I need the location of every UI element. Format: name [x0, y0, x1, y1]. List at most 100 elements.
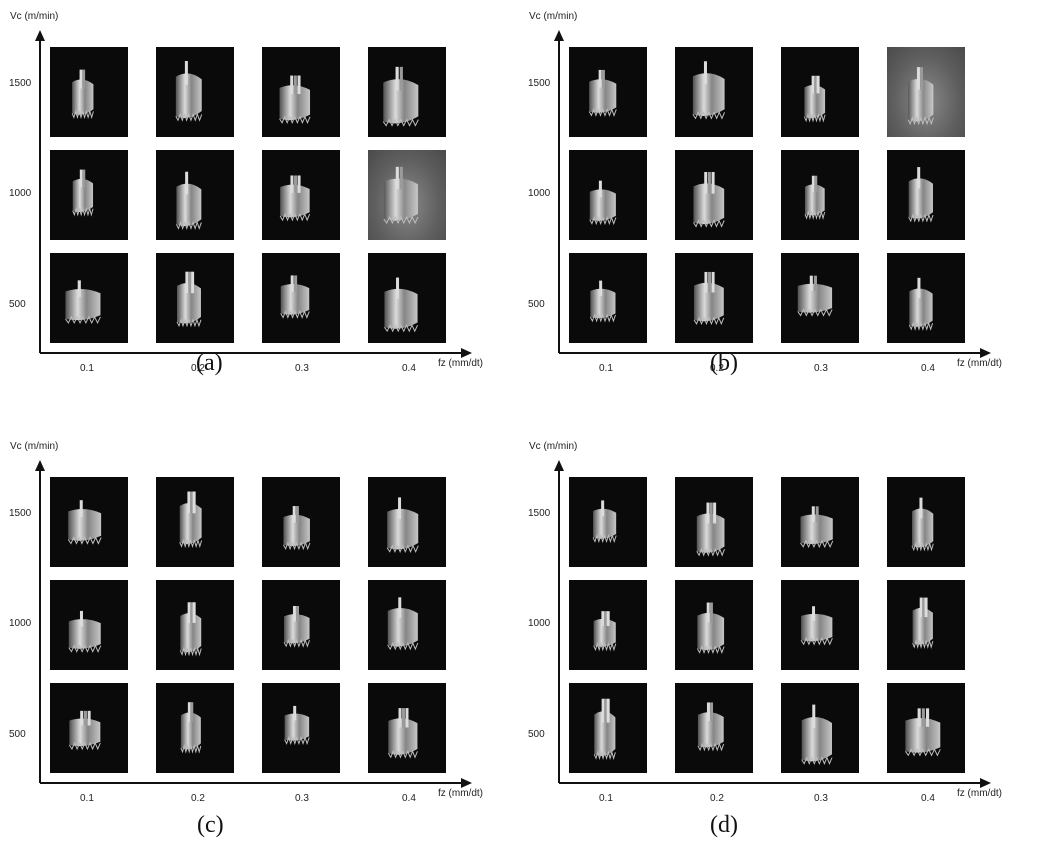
y-tick-label: 1500 [528, 78, 551, 89]
y-tick-label: 1000 [528, 188, 551, 199]
chip-shape [283, 506, 311, 551]
x-tick-label: 0.1 [599, 363, 613, 374]
chip-photo [569, 477, 647, 567]
y-tick-label: 500 [528, 299, 545, 310]
chip-shape [593, 611, 617, 652]
figure-panel: Vc (m/min) fz (mm/dt) 1500 1000 500 0.1 0.2 0.3… [0, 0, 519, 430]
chip-photo [569, 150, 647, 240]
chip-photo [781, 150, 859, 240]
chip-shape [67, 500, 102, 545]
chip-photo [156, 47, 234, 137]
chip-photo [368, 683, 446, 773]
chip-shape [589, 180, 617, 226]
figure-panel: Vc (m/min) fz (mm/dt) 1500 1000 500 0.1 0.2 0.3… [519, 0, 1038, 430]
chip-shape [592, 500, 617, 544]
x-tick-label: 0.1 [80, 363, 94, 374]
chip-photo [887, 477, 965, 567]
chip-shape [383, 166, 419, 225]
chip-shape [904, 708, 941, 757]
chip-shape [907, 67, 934, 126]
panel-caption: (c) [197, 812, 224, 838]
x-tick-label: 0.1 [80, 793, 94, 804]
chip-shape [696, 502, 725, 557]
y-axis-title: Vc (m/min) [529, 11, 578, 22]
chip-photo [262, 253, 340, 343]
chip-shape [68, 610, 102, 653]
chip-photo [887, 253, 965, 343]
chip-photo [569, 580, 647, 670]
chip-photo [262, 683, 340, 773]
x-tick-label: 0.3 [814, 793, 828, 804]
x-axis-arrow [980, 348, 991, 358]
chip-shape [179, 602, 202, 657]
chip-shape [284, 705, 310, 746]
chip-shape [279, 75, 311, 125]
chip-photo [781, 477, 859, 567]
chip-shape [697, 702, 725, 752]
chip-photo [569, 253, 647, 343]
chip-shape [800, 606, 833, 646]
chip-shape [911, 497, 934, 552]
y-axis-arrow [35, 30, 45, 41]
chip-shape [804, 175, 826, 221]
chip-photo [156, 683, 234, 773]
chip-photo [887, 580, 965, 670]
chip-photo [368, 150, 446, 240]
chip-shape [800, 506, 834, 549]
chip-shape [696, 602, 725, 655]
chip-shape [279, 175, 311, 222]
chip-photo [156, 477, 234, 567]
chip-shape [72, 169, 94, 217]
chip-shape [387, 708, 418, 759]
chip-photo [781, 47, 859, 137]
chip-photo [675, 477, 753, 567]
chip-shape [68, 710, 101, 751]
chip-shape [589, 280, 616, 323]
chip-photo [50, 580, 128, 670]
chip-photo [156, 580, 234, 670]
panel-caption: (b) [710, 350, 738, 376]
y-tick-label: 1000 [528, 618, 551, 629]
panel-axes [35, 30, 472, 358]
y-tick-label: 1500 [9, 508, 32, 519]
chip-photo [887, 47, 965, 137]
chip-photo [50, 683, 128, 773]
chip-photo [675, 253, 753, 343]
chip-shape [175, 171, 202, 230]
chip-photo [781, 580, 859, 670]
chip-shape [693, 271, 725, 326]
chip-photo [50, 47, 128, 137]
chip-shape [280, 275, 310, 319]
x-axis-arrow [461, 778, 472, 788]
chip-photo [156, 253, 234, 343]
y-axis-title: Vc (m/min) [10, 11, 59, 22]
panel-axes [554, 30, 991, 358]
y-tick-label: 1500 [528, 508, 551, 519]
chip-photo [781, 253, 859, 343]
chip-shape [588, 69, 617, 117]
x-tick-label: 0.4 [402, 793, 416, 804]
chip-shape [593, 698, 616, 761]
x-tick-label: 0.4 [921, 363, 935, 374]
x-axis-arrow [461, 348, 472, 358]
x-tick-label: 0.4 [402, 363, 416, 374]
chip-photo [262, 47, 340, 137]
chip-photo [368, 47, 446, 137]
figure-panel: Vc (m/min) fz (mm/dt) 1500 1000 500 0.1 0.2 0.3… [519, 430, 1038, 860]
x-tick-label: 0.2 [191, 363, 205, 374]
chip-photo [262, 477, 340, 567]
chip-shape [801, 704, 833, 765]
chip-photo [50, 253, 128, 343]
chip-shape [908, 167, 934, 223]
x-axis-title: fz (mm/dt) [438, 788, 483, 799]
x-tick-label: 0.1 [599, 793, 613, 804]
x-tick-label: 0.2 [191, 793, 205, 804]
chip-shape [71, 69, 94, 120]
chip-photo [368, 477, 446, 567]
x-tick-label: 0.3 [814, 363, 828, 374]
chip-shape [176, 271, 202, 328]
chip-shape [803, 75, 826, 123]
panel-axes [35, 460, 472, 788]
y-tick-label: 1000 [9, 618, 32, 629]
chip-photo [156, 150, 234, 240]
